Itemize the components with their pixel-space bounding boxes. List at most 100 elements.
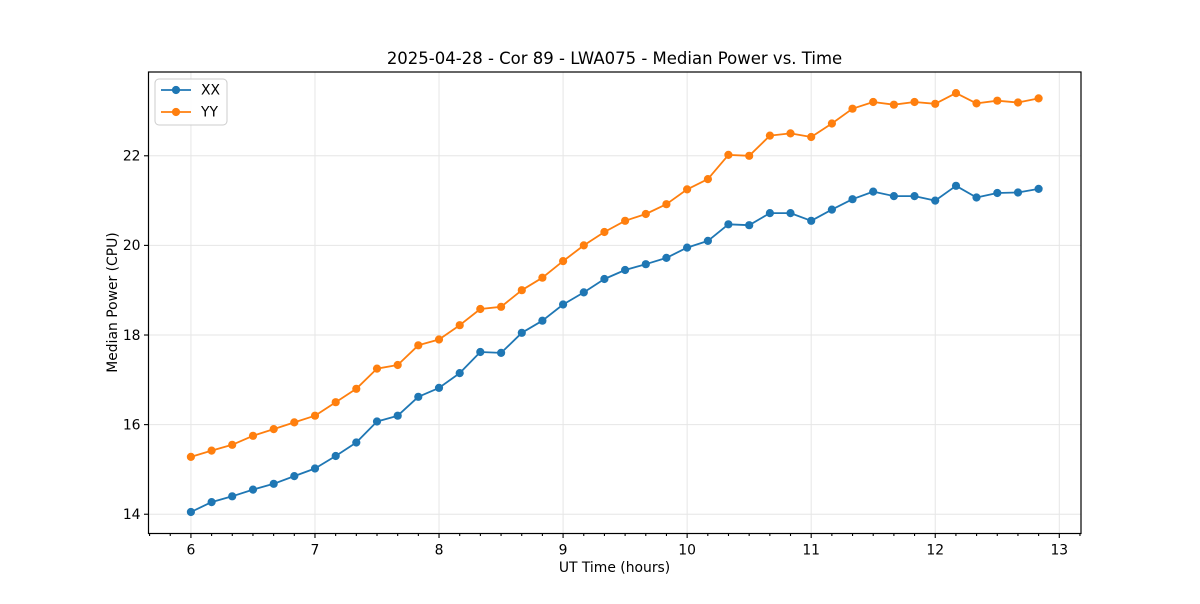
series-yy-point: [807, 132, 816, 142]
series-yy-point: [1034, 94, 1043, 103]
legend-label-xx: XX: [201, 83, 221, 99]
legend-marker-xx: [171, 85, 181, 95]
series-yy-point: [372, 364, 382, 373]
series-xx-point: [228, 492, 237, 501]
series-yy-point: [331, 398, 340, 407]
series-xx-point: [497, 348, 506, 357]
series-xx-point: [310, 464, 320, 473]
series-xx-point: [931, 196, 940, 205]
series-xx-point: [641, 260, 650, 269]
x-tick-label-8: 8: [435, 543, 444, 559]
series-yy-point: [621, 216, 630, 225]
grid-layer: [148, 72, 1081, 534]
series-yy-point: [786, 129, 795, 138]
legend: XX YY: [154, 78, 228, 126]
series-yy-point: [745, 151, 754, 160]
series-xx-point: [372, 417, 382, 426]
series-xx-point: [786, 209, 795, 218]
series-xx-point: [765, 209, 775, 218]
series-xx-point: [600, 274, 609, 284]
legend-marker-yy: [171, 107, 181, 117]
series-yy-point: [910, 97, 919, 107]
y-axis-label: Median Power (CPU): [105, 232, 121, 372]
series-yy-point: [310, 411, 320, 420]
series-layer: [186, 89, 1043, 517]
y-tick-label-22: 22: [123, 149, 141, 165]
series-xx-point: [414, 392, 423, 401]
series-yy-point: [186, 452, 195, 461]
series-yy-point: [248, 431, 258, 440]
series-xx-point: [951, 181, 961, 190]
series-yy-point: [393, 360, 402, 370]
series-xx-point: [848, 195, 857, 204]
series-yy-point: [290, 418, 299, 427]
legend-label-yy: YY: [200, 105, 218, 121]
series-yy-point: [683, 185, 692, 194]
series-xx-point: [724, 220, 733, 229]
series-xx-point: [476, 347, 485, 357]
series-xx-point: [559, 300, 568, 309]
series-xx-point: [662, 253, 671, 262]
series-xx-point: [290, 472, 299, 481]
series-xx-point: [745, 221, 754, 230]
x-tick-label-13: 13: [1050, 543, 1068, 559]
series-xx-point: [683, 243, 692, 252]
series-yy-point: [1013, 98, 1023, 107]
series-yy-point: [352, 384, 361, 393]
series-yy-point: [869, 97, 878, 107]
series-xx-point: [269, 479, 278, 488]
x-tick-label-7: 7: [311, 543, 320, 559]
series-xx-point: [393, 411, 402, 420]
series-yy-point: [703, 175, 713, 184]
series-xx-point: [352, 438, 361, 447]
series-yy-point: [559, 257, 568, 266]
series-xx-point: [538, 316, 547, 325]
series-yy-point: [827, 119, 837, 128]
y-tick-label-16: 16: [123, 417, 141, 433]
series-xx-point: [889, 192, 899, 201]
series-yy-point: [517, 286, 526, 295]
series-xx-point: [703, 236, 713, 245]
chart-title: 2025-04-28 - Cor 89 - LWA075 - Median Po…: [387, 49, 842, 68]
series-yy-point: [765, 131, 775, 140]
series-yy-point: [455, 321, 464, 330]
y-tick-label-18: 18: [123, 328, 141, 344]
y-tick-label-20: 20: [123, 238, 141, 254]
series-xx-point: [993, 188, 1002, 198]
series-yy-point: [662, 200, 671, 209]
series-yy-point: [848, 104, 857, 113]
series-xx-point: [869, 187, 878, 196]
x-tick-label-10: 10: [678, 543, 696, 559]
series-xx-point: [621, 265, 630, 275]
series-xx-point: [331, 451, 340, 461]
series-yy-point: [434, 335, 444, 344]
x-tick-label-11: 11: [802, 543, 820, 559]
series-yy-point: [931, 99, 940, 108]
series-yy-point: [207, 446, 216, 455]
series-yy-point: [497, 302, 506, 311]
y-tick-label-14: 14: [123, 507, 141, 523]
series-yy-point: [414, 341, 423, 350]
series-yy-point: [538, 273, 547, 282]
x-tick-label-6: 6: [187, 543, 196, 559]
series-xx-point: [827, 205, 837, 214]
series-xx-point: [517, 328, 526, 337]
series-yy-point: [476, 304, 485, 314]
series-yy: [186, 89, 1043, 461]
plot-border: [147, 71, 1082, 535]
series-xx-line: [190, 184, 1039, 513]
series-yy-point: [972, 99, 981, 108]
series-xx-point: [248, 485, 258, 494]
x-axis-label: UT Time (hours): [559, 560, 670, 576]
series-yy-point: [228, 440, 237, 449]
series-yy-point: [641, 209, 650, 219]
series-yy-point: [951, 89, 961, 98]
series-yy-point: [579, 241, 588, 250]
series-xx-point: [972, 193, 981, 202]
series-xx-point: [207, 498, 216, 507]
series-xx: [186, 181, 1043, 517]
series-yy-point: [600, 227, 609, 237]
x-tick-label-9: 9: [559, 543, 568, 559]
